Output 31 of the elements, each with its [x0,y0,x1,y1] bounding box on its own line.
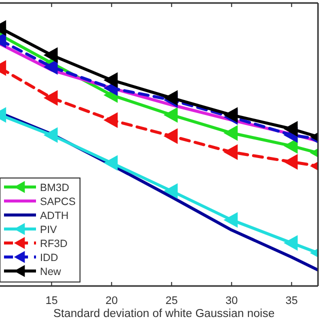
x-tick-label: 35 [285,295,298,307]
point [284,121,298,136]
point [224,126,238,141]
point [44,59,58,74]
point [104,112,118,128]
point [104,155,118,170]
x-tick-label: 25 [165,295,178,307]
point [224,107,238,122]
point [284,154,298,170]
point [44,90,58,106]
point [164,128,178,144]
point [164,107,178,122]
legend-label: BM3D [40,182,70,194]
point [164,184,178,199]
point [104,72,118,88]
legend-label: SAPCS [40,196,76,208]
legend-label: IDD [40,252,58,264]
point [284,235,298,250]
point [44,128,58,143]
x-tick-label: 20 [105,295,118,307]
point [224,144,238,160]
x-tick-label: 15 [45,295,58,307]
x-axis-title: Standard deviation of white Gaussian noise [53,308,275,320]
point [284,138,298,154]
legend-label: New [40,266,62,278]
legend-label: PIV [40,224,57,236]
legend-label: RF3D [40,238,68,250]
point [44,48,58,63]
legend-label: ADTH [40,210,69,222]
point [224,212,238,228]
x-tick-label: 30 [225,295,238,307]
